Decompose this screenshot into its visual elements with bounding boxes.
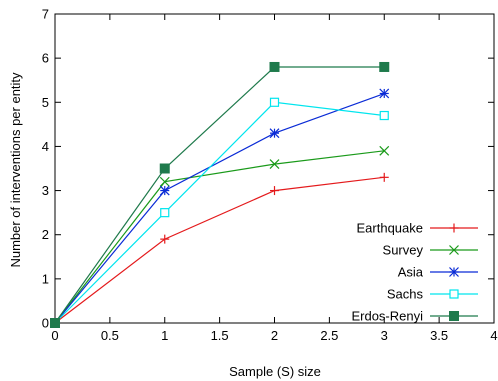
data-point-earthquake [379,172,389,182]
x-marker [449,245,459,255]
data-point-sachs [160,208,170,218]
data-point-erdos-renyi [379,61,390,72]
open-square-marker [269,97,280,107]
data-point-sachs [269,97,280,107]
series-line-survey [54,150,385,324]
data-point-survey [379,145,390,156]
open-square-marker [379,110,389,121]
y-tick-label: 2 [42,227,49,242]
series-line-erdos-renyi [54,66,385,324]
y-axis-title: Number of interventions per entity [8,72,23,268]
y-tick-label: 6 [42,51,49,66]
data-point-survey [269,159,280,170]
legend-item-erdos-renyi: Erdos-Renyi [351,309,478,324]
series-line-asia [54,92,385,324]
y-tick-label: 3 [42,183,49,198]
series-earthquake [50,172,389,328]
x-tick-label: 2.5 [320,328,338,343]
data-point-asia [379,88,390,99]
data-point-earthquake [160,234,170,244]
star-marker [159,185,170,196]
legend-item-asia: Asia [398,265,478,280]
star-marker [269,128,280,139]
x-tick-label: 4 [490,328,497,343]
data-point-earthquake [270,186,279,196]
data-point-sachs [379,110,389,121]
series-line-sachs [54,101,385,324]
x-tick-label: 1.5 [211,328,229,343]
x-marker [379,145,390,156]
series-line-earthquake [54,176,385,324]
star-marker [379,88,390,99]
y-tick-label: 7 [42,7,49,22]
x-tick-label: 2 [271,328,278,343]
open-square-marker [449,289,459,299]
x-tick-label: 1 [161,328,168,343]
filled-square-marker [50,318,60,328]
data-point-erdos-renyi [159,163,170,174]
x-axis-title: Sample (S) size [229,364,321,379]
legend-label: Asia [398,265,424,280]
series-asia [50,88,390,328]
axes: 0 0.5 1 1.5 2 2.5 3 3.5 4 0 1 2 3 4 5 6 7 [42,7,498,344]
star-marker [449,267,459,277]
data-point-erdos-renyi [50,318,60,328]
filled-square-marker [269,61,280,72]
y-tick-label: 5 [42,95,49,110]
data-point-asia [269,128,280,139]
legend-label: Survey [383,243,424,258]
x-tick-label: 0.5 [101,328,119,343]
series-sachs [50,97,389,328]
legend-item-earthquake: Earthquake [357,221,478,236]
y-tick-label: 1 [42,271,49,286]
data-point-survey [159,176,170,187]
legend-label: Sachs [387,287,424,302]
legend-item-sachs: Sachs [387,287,478,302]
legend-label: Earthquake [357,221,424,236]
y-tick-label: 4 [42,139,49,154]
x-tick-label: 0 [51,328,58,343]
data-point-asia [159,185,170,196]
series-survey [50,145,390,328]
open-square-marker [160,208,170,218]
legend-item-survey: Survey [383,243,478,258]
filled-square-marker [379,61,390,72]
series-erdos-renyi [50,61,390,328]
filled-square-marker [449,311,459,321]
x-marker [269,159,280,170]
plot-frame [54,13,495,324]
series-lines [50,61,390,328]
filled-square-marker [159,163,170,174]
legend: Earthquake Survey Asia Sachs Erdos-Renyi [351,221,478,324]
data-point-erdos-renyi [269,61,280,72]
legend-label: Erdos-Renyi [351,309,423,324]
y-tick-label: 0 [42,316,49,331]
x-marker [159,176,170,187]
x-tick-label: 3 [381,328,388,343]
x-tick-label: 3.5 [430,328,448,343]
